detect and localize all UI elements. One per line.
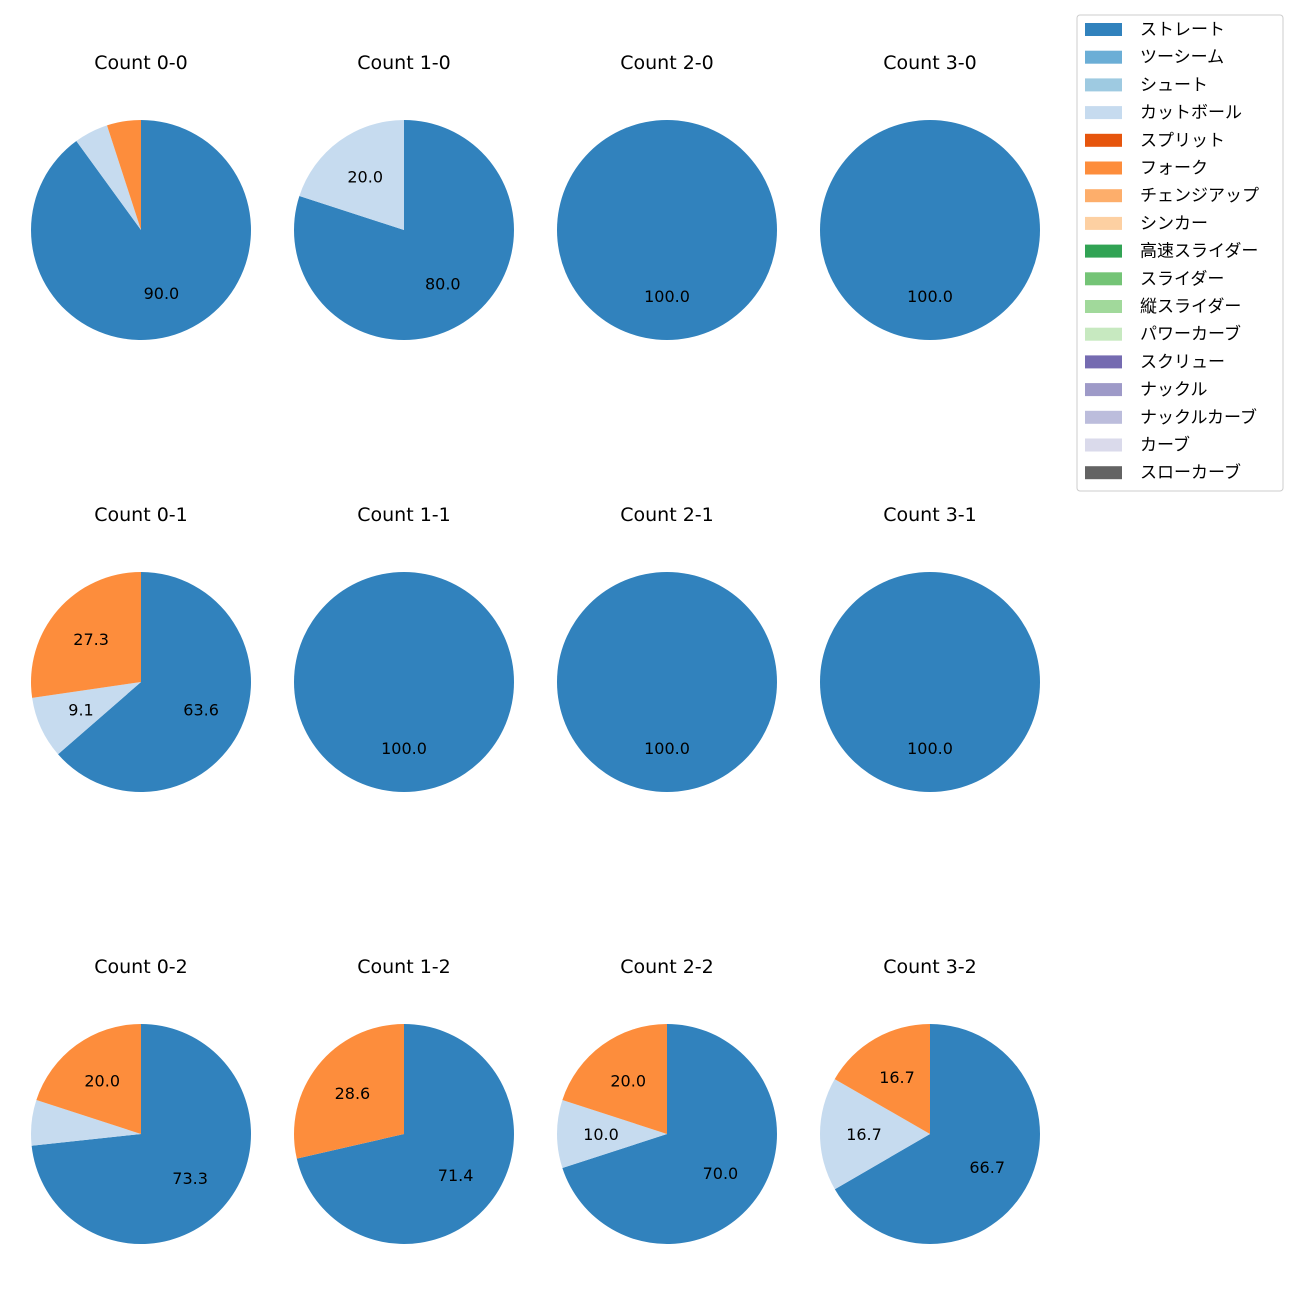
- legend-label: チェンジアップ: [1140, 186, 1259, 206]
- pie-slice: [820, 120, 1040, 340]
- pie-slice: [31, 1024, 252, 1245]
- pie-slice: [31, 1100, 141, 1146]
- panel-title: Count 3-2: [883, 956, 977, 978]
- slice-label: 63.6: [183, 700, 219, 719]
- pie-slice: [299, 120, 404, 230]
- legend-swatch: [1085, 410, 1122, 424]
- legend-label: ツーシーム: [1140, 48, 1224, 68]
- panel-title: Count 2-0: [620, 52, 714, 74]
- panel-title: Count 2-1: [620, 504, 714, 526]
- panel-title: Count 3-0: [883, 52, 977, 74]
- legend-swatch: [1085, 23, 1122, 36]
- legend-swatch: [1085, 244, 1122, 258]
- panel-title: Count 1-2: [357, 956, 451, 978]
- legend-label: シュート: [1140, 75, 1208, 95]
- pie-slice: [820, 572, 1040, 792]
- panel-title: Count 0-1: [94, 504, 188, 526]
- slice-label: 20.0: [347, 168, 383, 187]
- slice-label: 80.0: [425, 274, 461, 293]
- legend-swatch: [1085, 355, 1122, 369]
- pie-slice: [296, 1024, 514, 1244]
- slice-label: 20.0: [84, 1072, 120, 1091]
- pie-slice: [107, 120, 141, 230]
- legend-label: ナックルカーブ: [1140, 407, 1257, 428]
- legend-swatch: [1085, 438, 1122, 452]
- pie-slice: [556, 1100, 667, 1168]
- slice-label: 70.0: [703, 1164, 739, 1183]
- slice-label: 27.3: [73, 630, 109, 649]
- legend-swatch: [1085, 106, 1122, 120]
- legend-label: フォーク: [1140, 159, 1208, 179]
- slice-label: 28.6: [335, 1084, 371, 1103]
- slice-label: 100.0: [907, 287, 953, 306]
- pie-slice: [31, 572, 141, 698]
- slice-label: 100.0: [644, 739, 690, 758]
- legend-label: 高速スライダー: [1140, 242, 1258, 262]
- slice-label: 100.0: [907, 739, 953, 758]
- pie-slice: [834, 1024, 1040, 1244]
- legend-swatch: [1085, 50, 1122, 64]
- panel-title: Count 3-1: [883, 504, 977, 526]
- pie-slice: [76, 125, 141, 230]
- panel-title: Count 1-0: [357, 52, 451, 74]
- pie-slice: [562, 1024, 777, 1244]
- legend-label: スライダー: [1140, 269, 1224, 289]
- legend-box: [1076, 14, 1284, 492]
- pie-slice: [293, 1023, 404, 1159]
- legend-label: ナックル: [1140, 380, 1208, 400]
- panel-title: Count 2-2: [620, 956, 714, 978]
- legend-swatch: [1085, 272, 1122, 286]
- slice-label: 66.7: [969, 1158, 1005, 1177]
- slice-label: 90.0: [144, 284, 180, 303]
- legend-label: スローカーブ: [1140, 462, 1241, 483]
- pie-slice: [58, 572, 252, 793]
- pie-slice: [562, 1024, 667, 1134]
- pie-slice: [834, 1024, 930, 1134]
- pie-slice: [293, 120, 514, 340]
- legend-label: シンカー: [1140, 214, 1208, 234]
- legend-swatch: [1085, 383, 1122, 397]
- legend-swatch: [1085, 189, 1122, 203]
- panel-title: Count 0-2: [94, 956, 188, 978]
- legend-swatch: [1085, 466, 1122, 480]
- legend-swatch: [1085, 327, 1122, 341]
- slice-label: 16.7: [846, 1125, 882, 1144]
- legend-label: カーブ: [1140, 435, 1190, 456]
- pie-slice: [819, 1079, 930, 1190]
- legend-swatch: [1085, 300, 1122, 313]
- legend-label: スプリット: [1140, 131, 1225, 151]
- slice-label: 16.7: [879, 1068, 915, 1087]
- slice-label: 100.0: [381, 739, 427, 758]
- pie-slice: [36, 1024, 141, 1134]
- legend-label: ストレート: [1140, 20, 1225, 40]
- pie-slice: [557, 572, 777, 792]
- panel-title: Count 0-0: [94, 52, 188, 74]
- legend-swatch: [1085, 78, 1122, 92]
- legend-swatch: [1085, 161, 1122, 175]
- slice-label: 10.0: [583, 1125, 619, 1144]
- slice-label: 71.4: [438, 1166, 474, 1185]
- legend-swatch: [1085, 133, 1122, 147]
- pie-slice: [30, 120, 251, 340]
- pie-slice: [32, 682, 141, 755]
- legend-swatch: [1085, 216, 1122, 230]
- legend-label: 縦スライダー: [1140, 297, 1241, 317]
- legend-label: スクリュー: [1140, 352, 1225, 372]
- slice-label: 100.0: [644, 287, 690, 306]
- panel-title: Count 1-1: [357, 504, 451, 526]
- slice-label: 20.0: [610, 1072, 646, 1091]
- pie-slice: [557, 120, 777, 340]
- legend-label: パワーカーブ: [1140, 324, 1241, 345]
- slice-label: 9.1: [68, 701, 93, 720]
- slice-label: 73.3: [172, 1169, 208, 1188]
- legend-label: カットボール: [1140, 103, 1242, 123]
- pie-slice: [294, 572, 514, 792]
